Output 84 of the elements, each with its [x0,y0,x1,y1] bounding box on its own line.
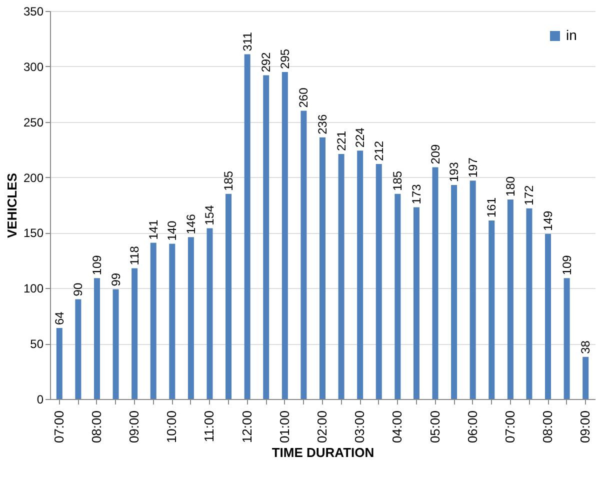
x-tick-label: 08:00 [88,410,104,444]
bar [526,208,532,399]
data-label: 38 [578,340,593,354]
y-tick-label: 150 [23,226,44,240]
y-tick-label: 100 [23,282,44,296]
data-label: 185 [390,170,405,191]
bar [94,278,100,399]
data-label: 154 [202,204,217,226]
y-tick-label: 250 [23,115,44,130]
x-tick-label: 02:00 [314,410,330,444]
bar [206,228,213,399]
data-label: 141 [146,219,160,240]
x-tick-label: 09:00 [126,410,142,444]
x-tick-label: 08:00 [540,410,556,444]
bar [564,278,570,399]
data-label: 173 [409,184,424,204]
data-label: 197 [466,157,480,178]
data-label: 99 [108,272,123,286]
data-label: 260 [296,87,311,108]
data-label: 172 [522,184,536,206]
y-axis-title: VEHICLES [4,172,20,238]
data-label: 149 [541,210,556,231]
bar [394,194,401,399]
x-tick-label: 07:00 [502,410,518,444]
bar [545,234,552,399]
bar [263,75,270,399]
bar [188,237,194,399]
bar [432,167,438,399]
bar [282,72,288,399]
data-label: 193 [447,162,462,182]
data-label: 185 [222,170,236,191]
bar [376,164,382,399]
data-label: 64 [52,311,66,326]
bar [244,54,250,399]
x-tick-label: 07:00 [51,410,66,444]
data-label: 140 [165,220,180,241]
y-tick-label: 50 [30,337,44,352]
data-label: 180 [503,176,518,196]
x-tick-label: 03:00 [352,410,368,444]
y-tick-label: 200 [23,170,44,185]
data-label: 118 [128,246,142,266]
data-label: 209 [428,144,442,164]
bar [150,242,156,399]
y-tick-label: 350 [23,4,44,18]
bar [300,110,307,399]
x-tick-label: 12:00 [239,410,254,444]
y-tick-label: 300 [23,60,44,74]
x-axis-title: TIME DURATION [272,445,374,460]
legend-label: in [566,27,577,43]
bar [470,180,476,399]
bar [56,328,62,399]
data-label: 212 [372,140,386,161]
data-label: 109 [90,254,104,276]
bar [112,289,119,399]
bar [413,207,420,399]
x-tick-label: 06:00 [464,410,480,444]
y-tick-label: 0 [36,392,44,406]
x-tick-label: 10:00 [164,410,180,444]
bar [582,356,589,399]
data-label: 221 [334,130,348,152]
bar [357,150,364,399]
bar [75,299,82,399]
x-tick-label: 01:00 [276,410,292,444]
bar [132,268,138,399]
bar [226,194,232,399]
data-label: 292 [259,52,274,72]
data-label: 146 [184,214,198,234]
x-tick-label: 09:00 [578,410,593,444]
bar [451,185,458,399]
bar [507,199,514,399]
x-tick-label: 04:00 [390,410,405,444]
data-label: 161 [484,197,499,218]
data-label: 90 [71,282,86,296]
bar [320,137,326,399]
data-label: 224 [353,127,368,148]
data-label: 236 [316,114,330,134]
x-tick-label: 11:00 [202,410,217,442]
bar [169,244,176,399]
x-tick-label: 05:00 [427,410,442,444]
data-label: 311 [240,32,254,52]
bar [338,154,344,399]
bar [488,220,495,399]
data-label: 109 [560,254,574,276]
data-label: 295 [278,48,292,69]
